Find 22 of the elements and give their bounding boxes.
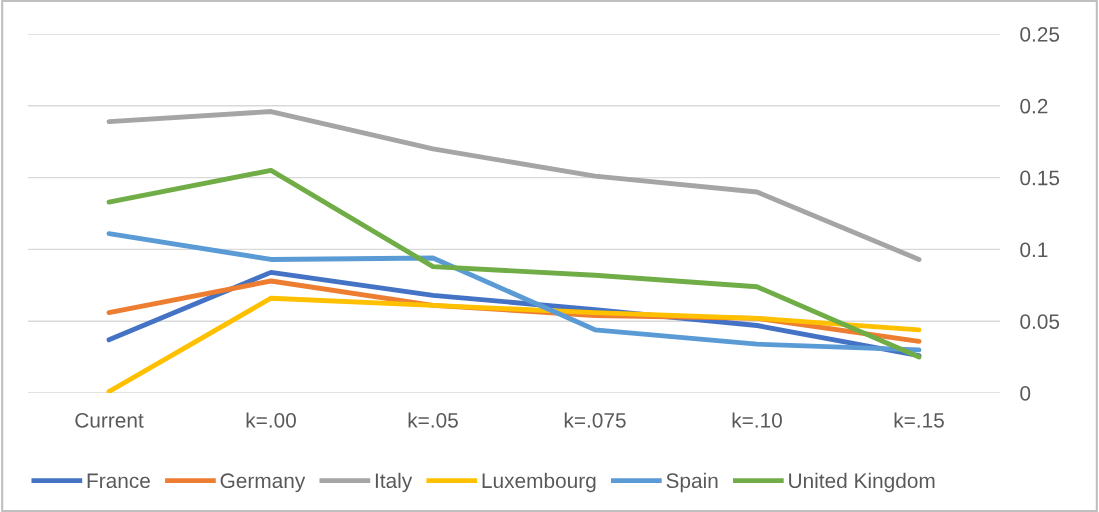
x-tick-label: k=.075	[564, 412, 626, 428]
legend-label: France	[87, 473, 150, 489]
line-series	[106, 167, 922, 360]
y-tick-label: 0.2	[1020, 98, 1048, 114]
x-tick-label: k=.00	[246, 412, 296, 428]
line-series	[106, 295, 922, 393]
y-tick-label: 0.15	[1020, 170, 1060, 186]
y-tick-label: 0.1	[1020, 242, 1048, 258]
y-tick-label: 0.25	[1020, 27, 1060, 42]
line-series	[106, 109, 922, 262]
legend-label: Luxembourg	[482, 472, 596, 493]
legend-label: Spain	[666, 472, 718, 493]
y-tick-label: 0.05	[1020, 314, 1060, 329]
line-series	[106, 231, 922, 353]
legend-label: Germany	[220, 473, 306, 493]
x-tick-label: k=.15	[894, 412, 944, 428]
y-tick-label: 0	[1020, 386, 1031, 401]
legend-label: Italy	[375, 472, 413, 493]
legend-label: United Kingdom	[789, 472, 935, 493]
x-tick-label: k=.10	[732, 412, 782, 428]
x-tick-label: Current	[75, 412, 144, 428]
x-tick-label: k=.05	[408, 412, 458, 428]
